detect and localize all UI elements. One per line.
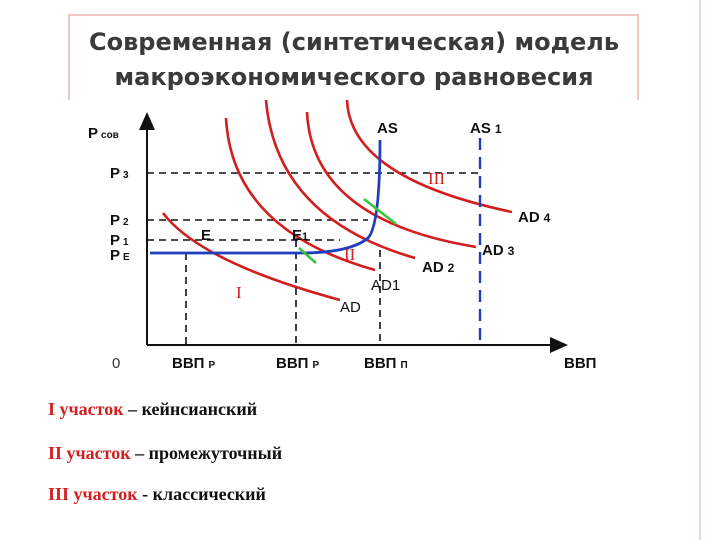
label-main: P <box>110 232 120 249</box>
label-sub: Р <box>312 360 319 371</box>
curve-label: AD <box>340 299 361 316</box>
region-label: II <box>344 245 356 264</box>
label-sub: 1 <box>495 122 502 136</box>
label-main: AD <box>422 259 444 276</box>
label-sub: сов <box>101 130 119 141</box>
ad-curve <box>305 111 477 249</box>
x-tick-label: ВВП Р <box>276 355 319 372</box>
curve-label: AD1 <box>371 277 400 294</box>
tangent <box>363 197 397 226</box>
ad-curves <box>161 99 513 302</box>
label-main: P <box>88 125 98 142</box>
point-label: E1 <box>292 227 308 244</box>
region-label: III <box>428 169 445 188</box>
curve-label: AS 1 <box>470 120 502 137</box>
label-main: P <box>110 212 120 229</box>
legend-line: I участок – кейнсианский <box>48 399 257 419</box>
label-main: P <box>110 165 120 182</box>
label-main: AD <box>482 242 504 259</box>
label-sub: 3 <box>123 170 129 181</box>
curve-label: AD 2 <box>422 259 455 276</box>
label-main: ВВП <box>172 355 204 372</box>
legend-line: II участок – промежуточный <box>48 443 282 463</box>
legend-desc: - классический <box>142 484 266 504</box>
label-main: P <box>110 247 120 264</box>
x-tick-label: ВВП П <box>364 355 408 372</box>
label-sub: Р <box>208 360 215 371</box>
tangent <box>298 247 317 264</box>
label-main: AS <box>470 120 491 137</box>
curve-label: AD 3 <box>482 242 515 259</box>
as-curve <box>150 139 382 255</box>
legend-term: III участок <box>48 484 138 504</box>
ad-curve <box>161 212 341 302</box>
label-main: ВВП <box>276 355 308 372</box>
title-frame <box>68 14 639 100</box>
label-sub: П <box>400 360 407 371</box>
label-sub: E <box>123 252 130 263</box>
legend-term: I участок <box>48 399 124 419</box>
ad-curve <box>224 117 376 272</box>
label-sub: 3 <box>508 244 515 258</box>
label-sub: 4 <box>544 211 551 225</box>
curve-label: AS <box>377 120 398 137</box>
x-tick-label: ВВП Р <box>172 355 215 372</box>
legend-line: III участок - классический <box>48 484 266 504</box>
origin-label: 0 <box>112 355 120 372</box>
label-sub: 2 <box>123 217 129 228</box>
x-axis-label: ВВП <box>564 355 596 372</box>
legend-desc: – кейнсианский <box>127 399 257 419</box>
title-line: Современная (синтетическая) модель <box>89 28 619 56</box>
legend-term: II участок <box>48 443 131 463</box>
label-main: ВВП <box>364 355 396 372</box>
label-sub: 1 <box>302 231 308 243</box>
label-sub: 2 <box>448 261 455 275</box>
point-label: E <box>201 227 211 244</box>
title-line: макроэкономического равновесия <box>115 63 594 91</box>
ad-curve <box>264 99 416 260</box>
label-sub: 1 <box>123 237 129 248</box>
label-main: E <box>292 227 302 244</box>
legend-desc: – промежуточный <box>134 443 282 463</box>
guides <box>147 172 478 345</box>
region-label: I <box>236 283 242 302</box>
curve-label: AD 4 <box>518 209 551 226</box>
label-main: AD <box>518 209 540 226</box>
ad-curve <box>345 99 513 214</box>
